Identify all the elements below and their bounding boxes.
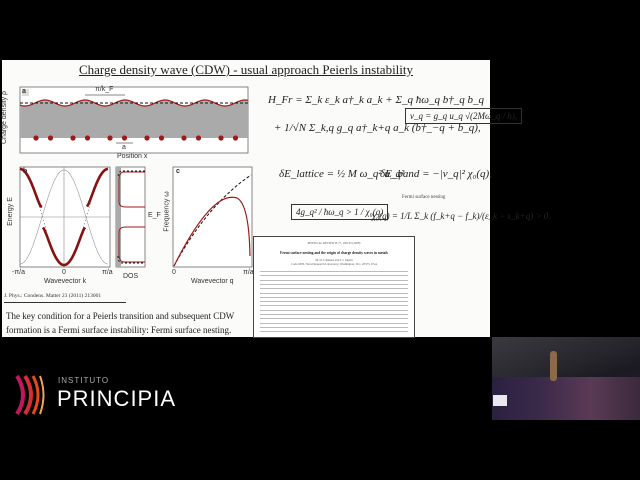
audience <box>492 377 640 420</box>
lecture-slide: Charge density wave (CDW) - usual approa… <box>1 60 551 338</box>
cdw-figure <box>19 86 253 268</box>
hamiltonian-line-2: + 1/√N Σ_k,q g_q a†_k+q a_k (b†_−q + b_q… <box>274 122 481 134</box>
atom <box>70 135 76 141</box>
tick-q-zero: 0 <box>172 269 176 276</box>
abstract-line <box>260 305 408 307</box>
atom <box>158 135 165 141</box>
peierls-condition-box: 4g_q² / ħω_q > 1 / χ₀(q) <box>291 204 389 220</box>
paper-abstract-excerpt: PHYSICAL REVIEW B 77, 165135 (2008) Ferm… <box>253 236 415 338</box>
tick-q-max: π/a <box>243 269 254 276</box>
abstract-line <box>260 288 408 290</box>
tick-k-min: -π/a <box>12 269 25 276</box>
paper-affiliation: Code 6393, Naval Research Laboratory, Wa… <box>291 262 377 266</box>
panel-c-xlabel: Wavevector q <box>191 278 234 285</box>
body-text-line-1: The key condition for a Peierls transiti… <box>6 311 235 321</box>
susceptibility-equation: χ₀(q) = 1/L Σ_k (f_k+q − f_k)/(ε_k − ε_k… <box>372 211 551 221</box>
panel-b-label: b <box>23 168 28 175</box>
atom <box>195 135 202 141</box>
citation: J. Phys.: Condens. Matter 23 (2011) 2130… <box>4 293 126 303</box>
paper-authors: M. D. Johannes and I. I. Mazin <box>315 258 353 262</box>
panel-a-xlabel: Position x <box>117 153 148 160</box>
abstract-line <box>260 301 408 303</box>
abstract-line <box>260 314 408 315</box>
abstract-line <box>260 331 408 333</box>
dos-label: DOS <box>123 273 139 280</box>
atom <box>33 135 39 141</box>
lattice-energy: δE_lattice = ½ M ω_q² u_q² <box>279 168 405 180</box>
abstract-line <box>260 275 408 277</box>
band-energy: δE_band = −|v_q|² χ₀(q), <box>380 168 492 180</box>
tick-k-zero: 0 <box>62 269 66 276</box>
panel-a-ylabel: Charge density ρ <box>1 90 9 145</box>
abstract-line <box>260 318 408 320</box>
tick-k-max: π/a <box>102 269 113 276</box>
abstract-line <box>260 322 408 324</box>
lattice-label: a <box>122 144 126 151</box>
atom <box>181 135 187 141</box>
speaker <box>550 351 557 381</box>
unperturbed-band <box>19 169 109 265</box>
abstract-line <box>260 279 408 281</box>
dos-lower <box>118 226 145 263</box>
abstract-line <box>260 283 408 285</box>
dos-upper <box>118 171 145 208</box>
dos-shade <box>116 167 121 267</box>
atom <box>232 135 239 141</box>
speaker-camera-inset <box>492 337 640 420</box>
charge-density-wave <box>19 99 249 107</box>
panel-c-ylabel: Frequency ω <box>163 191 171 232</box>
abstract-line <box>260 296 408 298</box>
nesting-label: Fermi surface nesting <box>402 195 446 200</box>
fermi-energy-label: E_F <box>148 212 161 219</box>
charge-density-fill <box>20 100 248 138</box>
abstract-line <box>260 309 408 311</box>
logo-mark-icon <box>15 374 45 416</box>
paper-journal: PHYSICAL REVIEW B 77, 165135 (2008) <box>307 241 361 245</box>
period-label: π/k_F <box>95 86 114 93</box>
abstract-line <box>260 271 408 272</box>
panel-a-label-bg <box>22 89 29 96</box>
instituto-principia-logo: INSTITUTO PRINCIPIA <box>15 374 205 416</box>
logo-large-text: PRINCIPIA <box>57 386 177 411</box>
laptop <box>493 395 507 406</box>
panel-b-ylabel: Energy E <box>6 197 14 226</box>
hamiltonian-line-1: H_Fr = Σ_k ε_k a†_k a_k + Σ_q ħω_q b†_q … <box>268 94 484 106</box>
panel-b-xlabel: Wavevector k <box>44 278 87 285</box>
abstract-line <box>260 326 408 328</box>
lower-band <box>41 226 87 267</box>
atom <box>121 135 128 141</box>
panel-a-label: a <box>22 88 26 95</box>
atom <box>47 135 54 141</box>
upper-band <box>19 167 109 209</box>
vq-box: v_q = g_q u_q √(2Mω_q / ħ), <box>405 108 523 124</box>
phonon-softened <box>173 196 251 267</box>
atom <box>218 135 224 141</box>
body-text-line-2: formation is a Fermi surface instability… <box>6 325 232 335</box>
atom <box>107 135 113 141</box>
slide-title: Charge density wave (CDW) - usual approa… <box>78 62 414 77</box>
paper-title: Fermi surface nesting and the origin of … <box>280 251 388 255</box>
atom-chain <box>33 135 239 141</box>
panel-c-frame <box>172 166 253 268</box>
logo-small-text: INSTITUTO <box>58 376 110 385</box>
dos-dashed <box>117 170 145 264</box>
atom <box>84 135 91 141</box>
abstract-line <box>260 292 408 294</box>
panel-c-label: c <box>176 168 180 175</box>
atom <box>144 135 150 141</box>
